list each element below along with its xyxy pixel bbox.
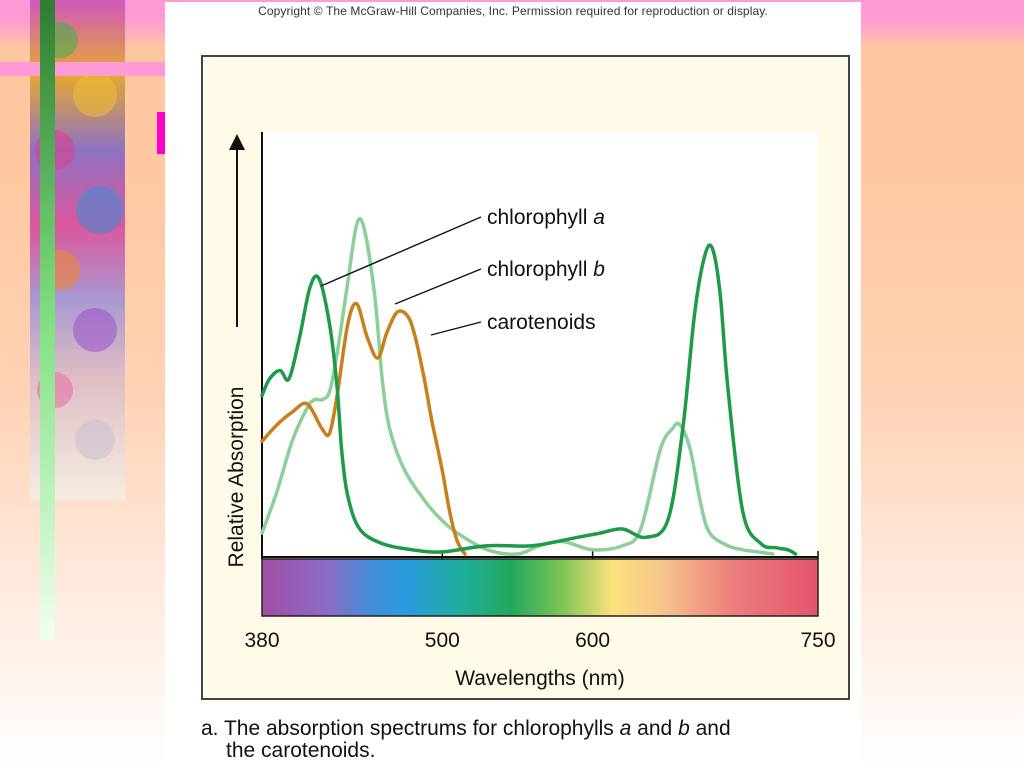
pink-horizontal-band [0,62,165,76]
figure-panel: Relative Absorption 380 500 600 750 Wavelen… [201,55,850,700]
legend-carotenoids-label: carotenoids [487,311,596,334]
chlorophyll-b-line [260,217,775,556]
x-tick-marks [261,551,819,559]
green-vertical-bar [40,0,55,640]
chlorophyll-a-line [260,243,798,556]
series-lines [260,217,798,556]
x-tick-label-600: 600 [575,629,610,652]
leader-line-chlorophyll-b [394,268,482,305]
magenta-marker [157,112,165,154]
leader-line-chlorophyll-a [320,216,482,287]
leader-line-carotenoids [430,321,482,336]
x-tick-label-500: 500 [425,629,460,652]
x-tick-label-750: 750 [800,629,835,652]
slide-content: Copyright © The McGraw-Hill Companies, I… [165,2,861,768]
caption-line-2: the carotenoids. [226,739,376,762]
copyright-notice: Copyright © The McGraw-Hill Companies, I… [258,4,768,18]
carotenoids-line [260,301,467,556]
x-tick-labels: 380 500 600 750 [244,629,835,652]
legend-chlorophyll-a-label: chlorophyll a [487,206,605,229]
x-tick-label-380: 380 [244,629,279,652]
legend-chlorophyll-b-label: chlorophyll b [487,258,605,281]
absorption-chart: Relative Absorption 380 500 600 750 Wavelen… [225,132,836,690]
x-axis-label: Wavelengths (nm) [455,667,625,690]
figure-caption: a. The absorption spectrums for chloroph… [201,717,731,762]
decorative-sidebar-art [0,0,165,640]
y-axis-label: Relative Absorption [225,387,248,568]
visible-spectrum-bar [261,558,819,617]
